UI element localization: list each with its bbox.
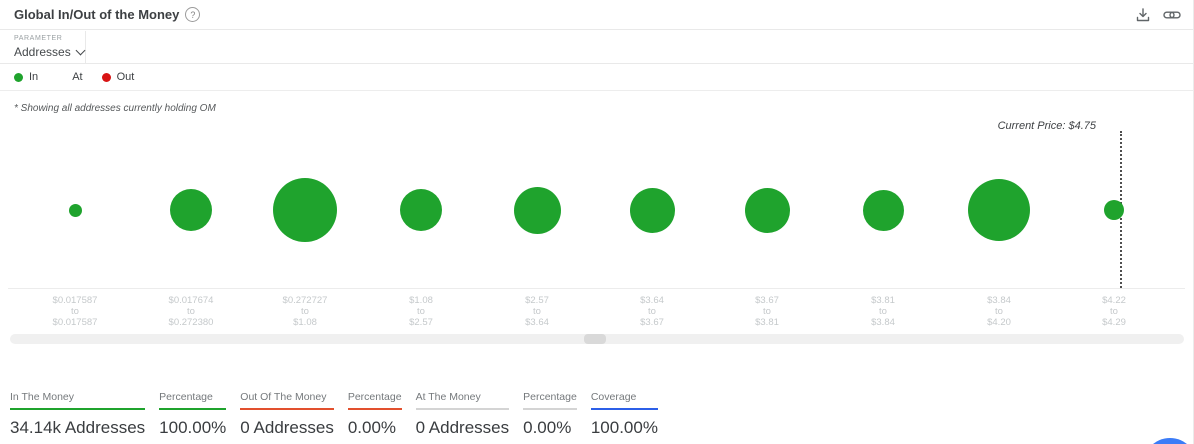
parameter-strip: PARAMETER Addresses <box>0 31 1193 64</box>
legend-item-out[interactable]: Out <box>101 71 135 83</box>
stat-out-of-the-money: Out Of The Money 0 Addresses <box>240 391 334 437</box>
help-icon[interactable]: ? <box>185 7 201 22</box>
current-price-label: Current Price: $4.75 <box>997 120 1096 132</box>
bubble[interactable] <box>513 186 561 234</box>
bubble[interactable] <box>1104 200 1124 220</box>
x-axis-label: $3.64 to $3.67 <box>640 295 664 328</box>
legend-label: At <box>72 71 83 83</box>
link-icon[interactable] <box>1163 7 1181 23</box>
stat-at-percentage: Percentage 0.00% <box>523 391 577 437</box>
stat-out-percentage: Percentage 0.00% <box>347 391 402 437</box>
chart-note: * Showing all addresses currently holdin… <box>14 103 216 114</box>
x-axis-label: $3.67 to $3.81 <box>755 295 779 328</box>
parameter-value: Addresses <box>14 45 71 59</box>
x-axis-label: $0.017674 to $0.272380 <box>168 295 214 328</box>
chart-zoom-scrollbar[interactable] <box>10 334 1184 344</box>
chat-widget-icon[interactable] <box>1143 438 1193 444</box>
bubble[interactable] <box>744 187 790 233</box>
legend: In At Out <box>0 64 1193 91</box>
legend-item-at[interactable]: At <box>57 71 82 83</box>
widget-header: Global In/Out of the Money ? <box>0 0 1193 30</box>
in-dot-icon <box>14 72 23 82</box>
stat-coverage: Coverage 100.00% <box>590 391 658 437</box>
stat-in-the-money: In The Money 34.14k Addresses <box>10 391 146 437</box>
x-axis-label: $1.08 to $2.57 <box>409 295 433 328</box>
x-axis-label: $3.84 to $4.20 <box>987 295 1011 328</box>
bubble[interactable] <box>629 187 675 233</box>
chevron-down-icon <box>75 45 86 56</box>
stats-footer: In The Money 34.14k Addresses Percentage… <box>10 391 658 438</box>
bubble[interactable] <box>968 179 1030 241</box>
x-axis-label: $2.57 to $3.64 <box>525 295 549 328</box>
bubble[interactable] <box>400 189 442 231</box>
parameter-dropdown[interactable]: PARAMETER Addresses <box>0 31 86 63</box>
out-dot-icon <box>101 72 111 82</box>
x-axis-label: $4.22 to $4.29 <box>1102 295 1126 328</box>
parameter-label: PARAMETER <box>14 35 63 42</box>
stat-in-percentage: Percentage 100.00% <box>159 391 227 437</box>
bubble[interactable] <box>170 189 212 231</box>
bubble[interactable] <box>273 178 337 242</box>
stat-at-the-money: At The Money 0 Addresses <box>415 391 510 437</box>
at-dot-icon <box>57 73 66 82</box>
x-axis-line <box>8 288 1185 289</box>
x-axis-label: $3.81 to $3.84 <box>871 295 895 328</box>
bubble[interactable] <box>862 189 904 231</box>
x-axis-label: $0.017587 to $0.017587 <box>52 295 98 328</box>
bubble[interactable] <box>68 203 82 217</box>
scrollbar-thumb[interactable] <box>584 334 606 344</box>
page-title: Global In/Out of the Money <box>14 7 180 22</box>
legend-item-in[interactable]: In <box>14 71 38 83</box>
x-axis-label: $0.272727 to $1.08 <box>282 295 328 328</box>
legend-label: In <box>29 71 39 83</box>
legend-label: Out <box>116 71 135 83</box>
download-icon[interactable] <box>1135 7 1151 23</box>
